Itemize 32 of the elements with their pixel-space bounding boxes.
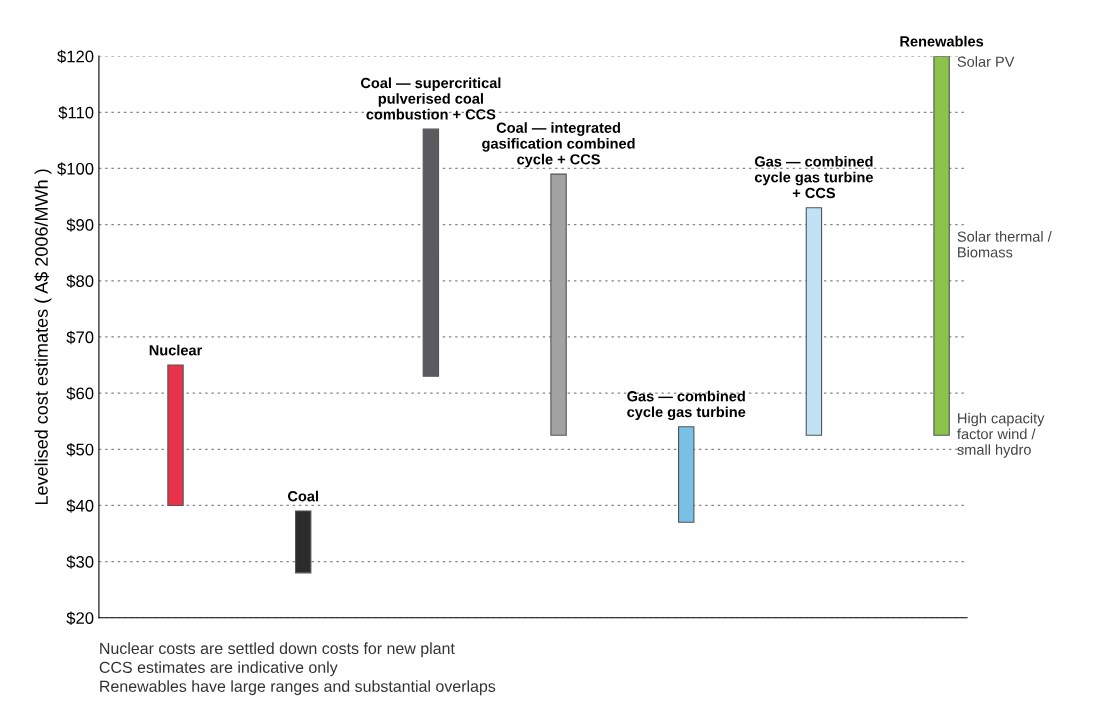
y-tick-label: $20 [66,611,94,625]
y-tick-label: $30 [66,555,94,569]
y-axis-title: Levelised cost estimates ( A$ 2006/MWh ) [34,169,52,505]
y-tick-label: $120 [57,49,94,64]
text: CCS estimates are indicative only [99,661,338,677]
x-tick-label: Coal [287,490,318,502]
x-tick-label: Renewables [900,35,984,47]
x-tick-label: Coal — supercritical pulverised coal combustion + CCS [360,77,501,120]
y-tick-label: $50 [66,442,94,457]
x-tick-label: Gas — combined cycle gas turbine + CCS [754,155,873,199]
bar [678,426,695,523]
y-tick-label: $110 [58,106,94,120]
y-tick-label: $40 [66,499,94,513]
bar [550,173,567,436]
annotation: Solar thermal / Biomass [957,231,1052,258]
bar [805,207,823,436]
x-tick-label: Gas — combined cycle gas turbine [627,390,746,421]
x-tick-label: Nuclear [149,344,203,356]
y-tick-label: $100 [57,162,94,176]
x-tick-label: Coal — integrated gasification combined cycle + CCS [482,122,635,168]
y-tick-label: $70 [66,330,94,345]
bar [422,128,440,377]
annotation: High capacity factor wind / small hydro [957,412,1045,458]
text: Nuclear costs are settled down costs for new plant [100,642,455,658]
y-tick-label: $80 [66,274,94,288]
y-tick-label: $60 [66,386,94,401]
annotation: Solar PV [957,56,1015,67]
bar [933,56,950,436]
text: Renewables have large ranges and substantial overlaps [100,680,496,696]
y-tick-label: $90 [66,218,94,232]
bar [167,364,184,506]
bar [294,510,312,574]
